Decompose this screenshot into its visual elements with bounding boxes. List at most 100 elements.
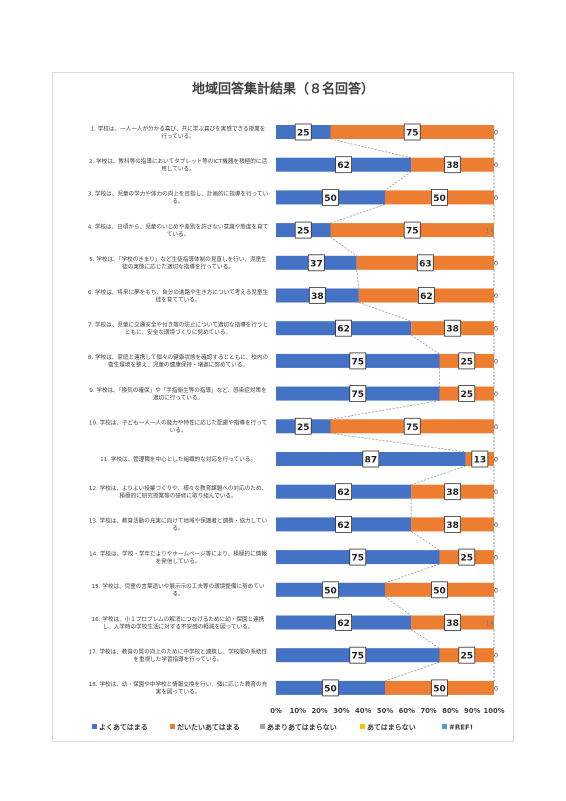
chart-title: 地域回答集計結果（８名回答） (191, 82, 374, 97)
legend-label: だいたいあてはまる (177, 723, 240, 732)
x-tick-label: 80% (442, 707, 458, 715)
data-label: 50 (433, 586, 446, 596)
data-label: 62 (420, 292, 433, 302)
x-tick-label: 40% (355, 707, 371, 715)
category-label: 14. 学校は、学校・学年だよりやホームページ等により、積極的に情報を発信してい… (89, 549, 267, 565)
series-line (330, 236, 357, 257)
data-label-box (403, 221, 421, 239)
data-label: 38 (311, 292, 324, 302)
data-label: 0 (494, 423, 498, 431)
category-label-line: る。 (172, 525, 183, 532)
category-label-line: 16. 学校は、小１プロブレムの解消につなげるために幼・保園と連携 (92, 615, 265, 623)
category-label-line: 17. 学校は、教育の質の向上のために中学校と連携し、学校間の系統性 (89, 647, 268, 655)
data-label: 25 (460, 390, 473, 400)
data-label-box (458, 352, 476, 370)
category-label: 3. 学校は、児童の学力や体力の向上を目指し、計画的に指導を行っている。 (88, 190, 269, 206)
category-label: 9. 学校は、「換気の確保」や「手指衛生等の指導」など、感染症対策を適切に行って… (89, 386, 266, 402)
data-label-box (431, 581, 448, 599)
category-label-line: を重視した学習指導を行っている。 (133, 655, 222, 663)
category-label-line: 18. 学校は、幼・保園や中学校と情報交換を行い、個に応じた教育の充 (89, 680, 268, 688)
series-line (356, 269, 360, 289)
legend-swatch (260, 724, 265, 729)
series-line (384, 171, 412, 191)
data-label: 75 (351, 357, 364, 367)
data-label-box (431, 188, 448, 206)
data-label: 25 (297, 227, 310, 237)
data-label: 62 (337, 619, 350, 629)
data-label: 50 (433, 684, 446, 694)
category-label: 17. 学校は、教育の質の向上のために中学校と連携し、学校間の系統性を重視した学… (89, 647, 268, 663)
data-label: 13 (474, 456, 487, 466)
data-label: 0 (494, 259, 498, 267)
data-label-box (444, 614, 461, 631)
x-tick-label: 10% (290, 707, 306, 715)
series-line (384, 563, 440, 584)
data-label: 38 (446, 521, 459, 531)
data-label-box (322, 581, 339, 599)
data-label: 0 (494, 488, 498, 496)
data-label: 37 (310, 259, 323, 269)
x-tick-label: 30% (333, 707, 349, 715)
category-label-line: 9. 学校は、「換気の確保」や「手指衛生等の指導」など、感染症対策を (89, 386, 266, 394)
x-tick-label: 70% (420, 707, 436, 715)
data-label-box (458, 385, 476, 403)
data-label: 0 (494, 652, 498, 660)
series-line (410, 629, 440, 649)
x-tick-label: 50% (377, 707, 393, 715)
data-label: 0 (494, 129, 498, 137)
category-label-line: し、入学時の学校生活に対する不安感の軽減を図っている。 (103, 622, 254, 630)
data-label: 14 (485, 620, 494, 628)
data-label: 0 (494, 554, 498, 562)
data-label: 25 (297, 129, 310, 139)
series-line (330, 400, 440, 420)
category-label: 4. 学校は、日頃から、児童のいじめや差別を許さない意識や態度を育てている。 (88, 222, 269, 238)
category-label-line: 8. 学校は、家庭と連携して個々の健康状態を確認するとともに、校内の (88, 353, 269, 361)
category-label-line: 10. 学校は、子ども一人一人の能力や特性に応じた配慮や指導を行って (89, 419, 267, 427)
category-label-line: 6. 学校は、将来に夢をもち、自分の進路や生き方について考える児童生 (88, 288, 269, 296)
category-label-line: る。 (172, 591, 183, 598)
data-label: 75 (406, 423, 419, 433)
data-label: 75 (406, 129, 419, 139)
data-label: 75 (351, 390, 364, 400)
chart-frame (52, 72, 514, 742)
series-line (410, 334, 440, 355)
data-label: 0 (494, 390, 498, 398)
data-label: 50 (324, 684, 337, 694)
data-label: 25 (460, 652, 473, 662)
category-label-line: 7. 学校は、児童に交通安全や付き等の防止について適切な指導を行うと (88, 320, 268, 328)
category-label-line: 11. 学校は、管理職を中心とした組織的な対応を行っている。 (100, 455, 256, 463)
category-label: 5. 学校は、「学校のきまり」など生徒指導体制の見直しを行い、児童生徒の実態に応… (89, 255, 267, 271)
legend-swatch (442, 724, 447, 729)
data-label-box (349, 385, 367, 403)
category-label: 6. 学校は、将来に夢をもち、自分の進路や生き方について考える児童生徒を育ててい… (88, 288, 269, 304)
data-label: 75 (406, 227, 419, 237)
series-line (330, 432, 466, 453)
category-label-line: 積極的に研究授業等の研修に取り組んでいる。 (119, 491, 236, 499)
data-label-box (307, 254, 325, 272)
data-label-box (335, 319, 352, 337)
data-label-box (349, 352, 367, 370)
data-label-box (362, 450, 380, 468)
data-label-box (458, 548, 476, 566)
data-label: 62 (337, 521, 350, 531)
data-label-box (335, 516, 352, 533)
category-label-line: 14. 学校は、学校・学年だよりやホームページ等により、積極的に情報 (89, 549, 267, 557)
data-label-box (458, 646, 476, 664)
data-label: 25 (297, 423, 310, 433)
legend-label: あてはまらない (367, 723, 416, 732)
data-label-box (294, 417, 312, 435)
data-label: 0 (494, 586, 498, 594)
series-line (384, 661, 440, 682)
category-label: 10. 学校は、子ども一人一人の能力や特性に応じた配慮や指導を行っている。 (89, 419, 267, 435)
data-label: 62 (337, 325, 350, 335)
data-label: 0 (494, 684, 498, 692)
category-label: 2. 学校は、教科等の指導においてタブレット等のICT機器を積極的に活用している… (89, 157, 268, 173)
data-label-box (349, 646, 367, 664)
data-label: 62 (337, 161, 350, 171)
category-label-line: 行っている。 (161, 132, 194, 140)
data-label-box (444, 319, 461, 337)
data-label: 0 (494, 456, 498, 464)
data-label: 38 (446, 619, 459, 629)
category-label-line: いる。 (170, 427, 187, 434)
legend-label: #REF! (449, 724, 473, 732)
